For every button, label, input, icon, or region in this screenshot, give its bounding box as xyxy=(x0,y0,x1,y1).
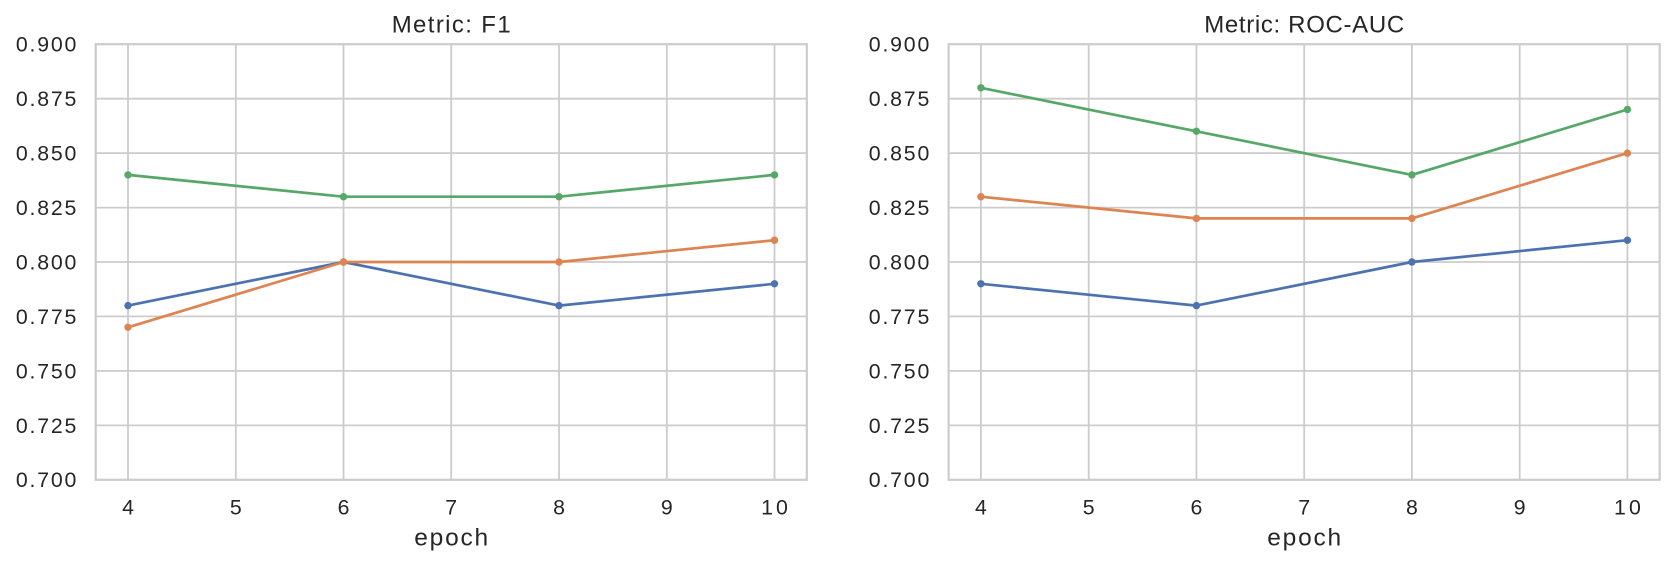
svg-text:5: 5 xyxy=(230,496,242,520)
svg-text:9: 9 xyxy=(1514,496,1526,520)
svg-text:0.800: 0.800 xyxy=(869,250,930,274)
svg-text:0.750: 0.750 xyxy=(869,359,930,383)
svg-text:0.700: 0.700 xyxy=(16,468,77,492)
svg-text:0.725: 0.725 xyxy=(16,414,77,438)
svg-text:Metric: ROC-AUC: Metric: ROC-AUC xyxy=(1204,12,1404,39)
svg-text:5: 5 xyxy=(1083,496,1095,520)
svg-text:0.750: 0.750 xyxy=(16,359,77,383)
svg-text:8: 8 xyxy=(1406,496,1418,520)
svg-text:4: 4 xyxy=(975,496,987,520)
svg-text:0.700: 0.700 xyxy=(869,468,930,492)
svg-text:0.850: 0.850 xyxy=(869,142,930,166)
svg-text:0.825: 0.825 xyxy=(16,196,77,220)
svg-text:6: 6 xyxy=(1190,496,1202,520)
svg-text:4: 4 xyxy=(122,496,134,520)
svg-text:0.900: 0.900 xyxy=(869,33,930,57)
svg-text:7: 7 xyxy=(445,496,457,520)
svg-text:0.850: 0.850 xyxy=(16,142,77,166)
svg-text:epoch: epoch xyxy=(1267,525,1341,552)
svg-text:0.825: 0.825 xyxy=(869,196,930,220)
svg-text:7: 7 xyxy=(1298,496,1310,520)
svg-text:0.900: 0.900 xyxy=(16,33,77,57)
svg-text:9: 9 xyxy=(661,496,673,520)
svg-text:0.725: 0.725 xyxy=(869,414,930,438)
svg-text:0.800: 0.800 xyxy=(16,250,77,274)
svg-text:0.875: 0.875 xyxy=(869,87,930,111)
svg-text:8: 8 xyxy=(553,496,565,520)
svg-text:0.775: 0.775 xyxy=(869,305,930,329)
svg-text:0.775: 0.775 xyxy=(16,305,77,329)
svg-text:6: 6 xyxy=(338,496,350,520)
svg-text:Metric: F1: Metric: F1 xyxy=(392,12,511,39)
svg-text:0.875: 0.875 xyxy=(16,87,77,111)
svg-text:epoch: epoch xyxy=(414,525,488,552)
